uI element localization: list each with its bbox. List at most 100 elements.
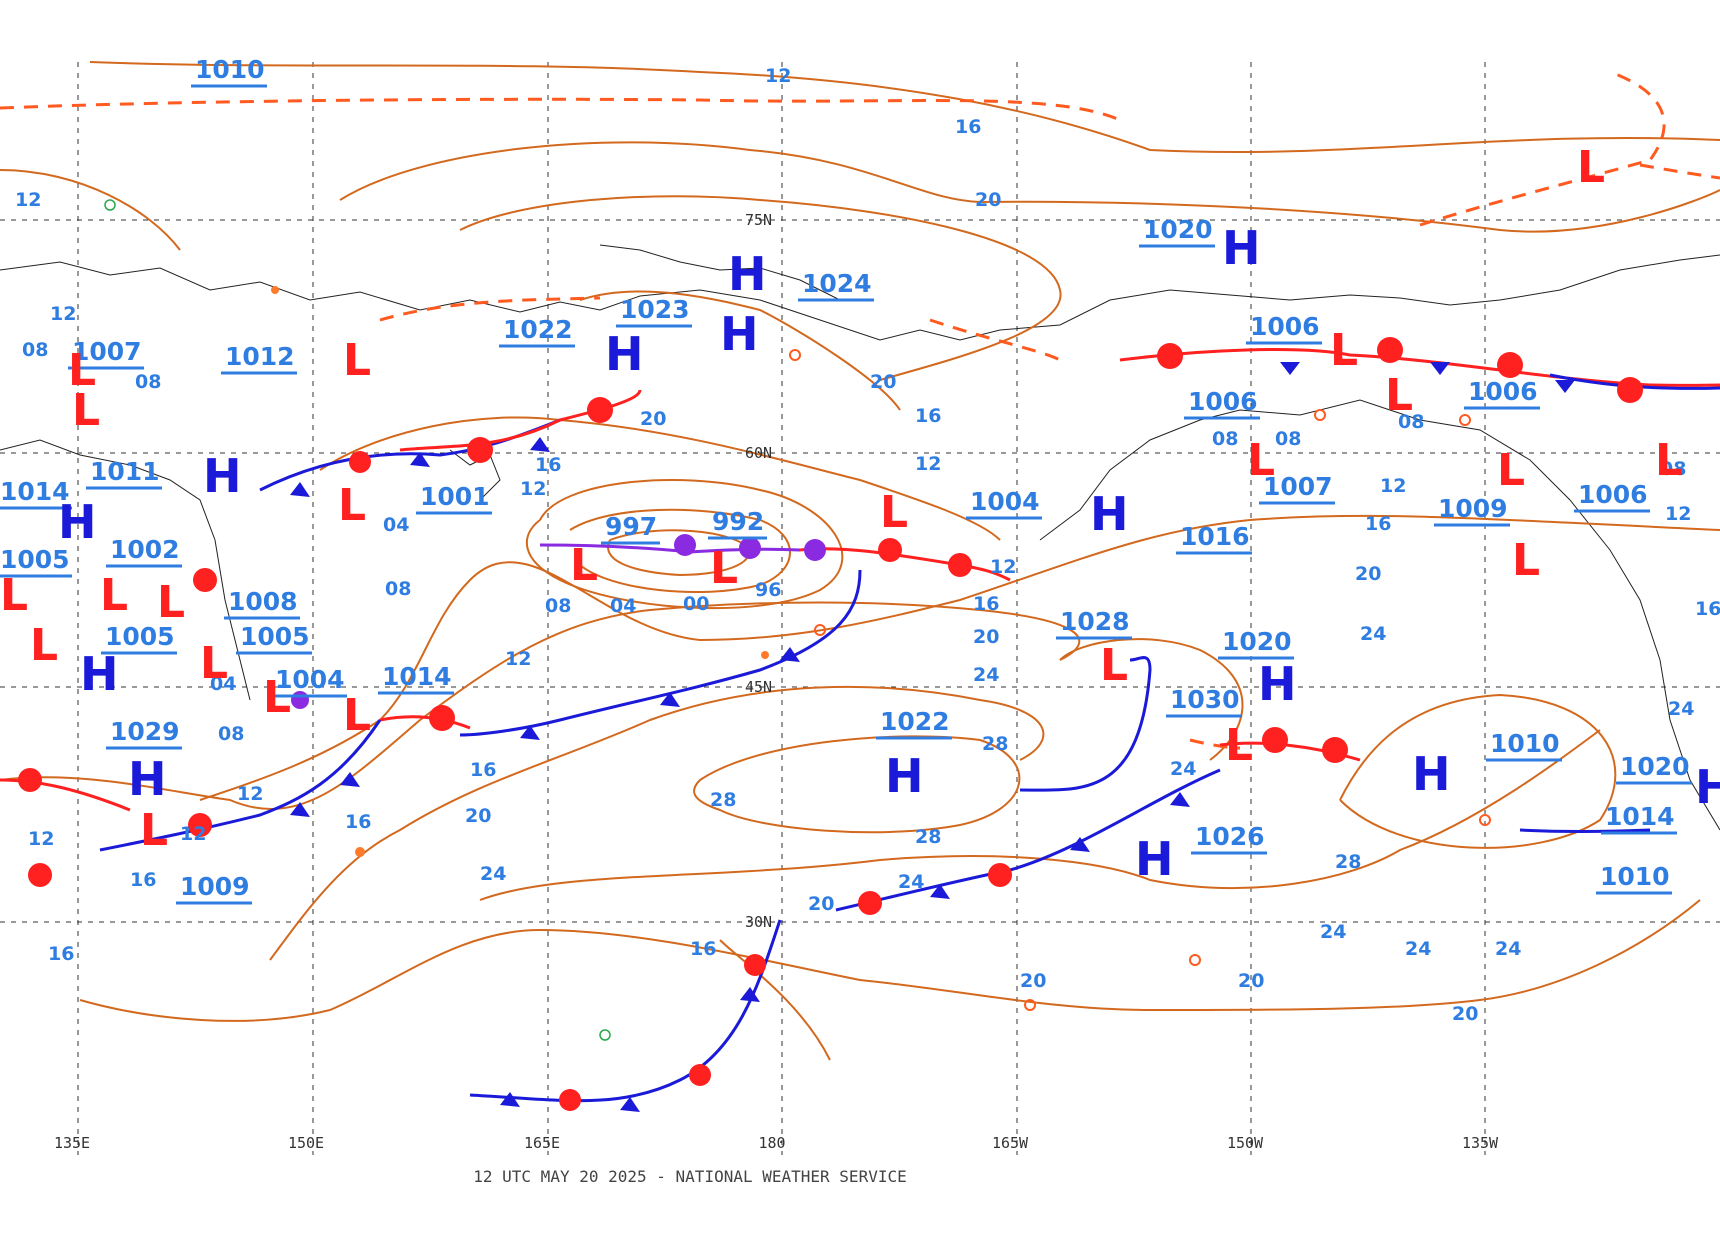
low-pressure-symbol: L xyxy=(30,620,58,671)
low-pressure-symbol: L xyxy=(68,345,96,396)
pressure-label: 1004 xyxy=(970,487,1040,516)
station-plots xyxy=(104,199,1491,1041)
longitude-labels: 135E 150E 165E 180 165W 150W 135W xyxy=(54,1134,1499,1152)
fronts xyxy=(0,337,1720,1112)
svg-text:16: 16 xyxy=(345,811,371,833)
svg-text:16: 16 xyxy=(690,938,716,960)
pressure-label: 1007 xyxy=(1263,472,1333,501)
longitude-label: 135W xyxy=(1462,1134,1499,1152)
svg-text:08: 08 xyxy=(1275,428,1301,450)
high-pressure-symbol: H xyxy=(1090,487,1129,541)
low-pressure-symbol: L xyxy=(100,570,128,621)
low-pressure-symbol: L xyxy=(570,540,598,591)
latitude-label: 60N xyxy=(745,444,772,462)
svg-text:16: 16 xyxy=(1695,598,1720,620)
svg-text:12: 12 xyxy=(15,189,41,211)
low-pressure-symbol: L xyxy=(1225,720,1253,771)
low-pressure-symbol: L xyxy=(338,480,366,531)
svg-text:24: 24 xyxy=(480,863,506,885)
svg-text:20: 20 xyxy=(973,626,999,648)
pressure-label: 1030 xyxy=(1170,685,1240,714)
high-pressure-symbol: H xyxy=(885,749,924,803)
pressure-label: 1006 xyxy=(1468,377,1538,406)
high-pressure-symbol: H xyxy=(1412,747,1451,801)
svg-text:16: 16 xyxy=(48,943,74,965)
low-pressure-symbol: L xyxy=(72,385,100,436)
svg-text:12: 12 xyxy=(915,453,941,475)
latitude-label: 30N xyxy=(745,913,772,931)
svg-text:24: 24 xyxy=(1668,698,1694,720)
pressure-label: 1022 xyxy=(880,707,950,736)
low-pressure-symbol: L xyxy=(200,638,228,689)
svg-text:20: 20 xyxy=(465,805,491,827)
pressure-label: 1012 xyxy=(225,342,295,371)
svg-text:04: 04 xyxy=(610,595,636,617)
pressure-label: 1006 xyxy=(1250,312,1320,341)
pressure-label: 1009 xyxy=(180,872,250,901)
high-pressure-symbol: H xyxy=(728,247,767,301)
svg-text:96: 96 xyxy=(755,579,781,601)
pressure-label: 1008 xyxy=(228,587,298,616)
svg-text:12: 12 xyxy=(765,65,791,87)
pressure-systems: H H H H H H H H H H H H H H L L L L L L … xyxy=(0,142,1720,886)
pressure-label: 1010 xyxy=(1490,729,1560,758)
pressure-label: 1014 xyxy=(1605,802,1675,831)
longitude-label: 165E xyxy=(524,1134,560,1152)
pressure-label: 1010 xyxy=(195,55,265,84)
svg-text:04: 04 xyxy=(210,673,236,695)
svg-text:20: 20 xyxy=(808,893,834,915)
pressure-label: 1006 xyxy=(1578,480,1648,509)
pressure-label: 997 xyxy=(605,512,657,541)
pressure-label: 1020 xyxy=(1222,627,1292,656)
low-pressure-symbol: L xyxy=(1385,370,1413,421)
isobar-labels: 12 16 20 12 12 08 08 20 16 12 20 16 12 0… xyxy=(15,65,1720,1025)
svg-text:08: 08 xyxy=(1660,458,1686,480)
latitude-labels: 75N 60N 45N 30N xyxy=(745,211,772,931)
svg-text:28: 28 xyxy=(1335,851,1361,873)
svg-text:16: 16 xyxy=(470,759,496,781)
pressure-label: 1020 xyxy=(1620,752,1690,781)
low-pressure-symbol: L xyxy=(343,335,371,386)
pressure-label: 1020 xyxy=(1143,215,1213,244)
svg-text:08: 08 xyxy=(218,723,244,745)
svg-text:24: 24 xyxy=(1405,938,1431,960)
pressure-label: 1024 xyxy=(802,269,872,298)
svg-text:12: 12 xyxy=(1380,475,1406,497)
pressure-label: 1023 xyxy=(620,295,690,324)
longitude-label: 180 xyxy=(758,1134,785,1152)
svg-text:28: 28 xyxy=(710,789,736,811)
svg-text:12: 12 xyxy=(505,648,531,670)
svg-text:16: 16 xyxy=(130,869,156,891)
svg-text:08: 08 xyxy=(22,339,48,361)
high-pressure-symbol: H xyxy=(1222,221,1261,275)
low-pressure-symbol: L xyxy=(1497,445,1525,496)
pressure-label: 1006 xyxy=(1188,387,1258,416)
high-pressure-symbol: H xyxy=(58,495,97,549)
svg-text:12: 12 xyxy=(237,783,263,805)
pressure-label: 1029 xyxy=(110,717,180,746)
high-pressure-symbol: H xyxy=(128,752,167,806)
svg-text:20: 20 xyxy=(640,408,666,430)
svg-text:28: 28 xyxy=(982,733,1008,755)
svg-text:08: 08 xyxy=(1398,411,1424,433)
low-pressure-symbol: L xyxy=(263,672,291,723)
low-pressure-symbol: L xyxy=(1577,142,1605,193)
pressure-label: 1014 xyxy=(0,477,70,506)
pressure-label: 1026 xyxy=(1195,822,1265,851)
svg-text:12: 12 xyxy=(520,478,546,500)
svg-text:24: 24 xyxy=(973,664,999,686)
longitude-label: 165W xyxy=(992,1134,1029,1152)
pressure-label: 1005 xyxy=(105,622,175,651)
svg-text:20: 20 xyxy=(1452,1003,1478,1025)
svg-text:04: 04 xyxy=(383,514,409,536)
coastlines xyxy=(0,244,1720,831)
pressure-label: 1028 xyxy=(1060,607,1130,636)
high-pressure-symbol: H xyxy=(605,327,644,381)
svg-text:08: 08 xyxy=(135,371,161,393)
svg-text:16: 16 xyxy=(1365,513,1391,535)
svg-text:20: 20 xyxy=(1020,970,1046,992)
svg-text:08: 08 xyxy=(545,595,571,617)
longitude-label: 150W xyxy=(1227,1134,1264,1152)
pressure-label: 1007 xyxy=(72,337,142,366)
svg-text:24: 24 xyxy=(1495,938,1521,960)
